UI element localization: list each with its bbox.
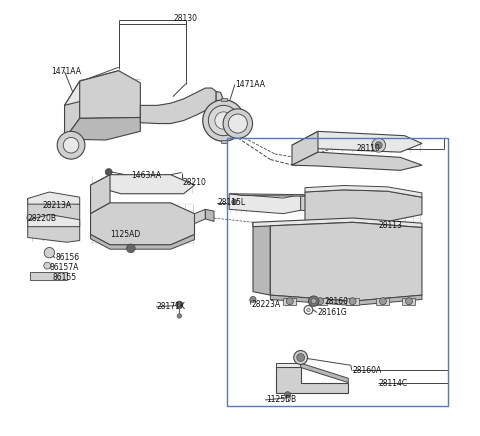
- Polygon shape: [28, 215, 80, 227]
- Polygon shape: [305, 185, 422, 197]
- Circle shape: [215, 112, 232, 129]
- Polygon shape: [305, 190, 422, 229]
- Polygon shape: [376, 298, 389, 305]
- Polygon shape: [91, 235, 194, 249]
- Polygon shape: [28, 192, 80, 204]
- Polygon shape: [253, 222, 270, 295]
- Text: 28213A: 28213A: [43, 201, 72, 210]
- Text: 28114C: 28114C: [379, 379, 408, 388]
- Text: 28210: 28210: [183, 178, 207, 187]
- Text: 86157A: 86157A: [49, 263, 79, 272]
- Circle shape: [372, 138, 385, 152]
- Circle shape: [406, 298, 412, 305]
- Polygon shape: [276, 368, 348, 393]
- Text: 1463AA: 1463AA: [131, 171, 161, 180]
- Text: 1471AA: 1471AA: [51, 67, 82, 76]
- Text: 28130: 28130: [174, 14, 198, 23]
- Circle shape: [349, 298, 356, 305]
- Text: 28223A: 28223A: [252, 300, 281, 309]
- Polygon shape: [205, 209, 214, 221]
- Polygon shape: [292, 152, 422, 170]
- Circle shape: [311, 299, 316, 304]
- Polygon shape: [64, 81, 80, 139]
- Polygon shape: [91, 175, 194, 194]
- Text: 86155: 86155: [53, 273, 77, 282]
- Circle shape: [223, 109, 252, 138]
- Circle shape: [176, 301, 183, 308]
- Polygon shape: [346, 298, 359, 305]
- Polygon shape: [91, 203, 194, 245]
- Polygon shape: [214, 92, 223, 131]
- Circle shape: [203, 100, 244, 141]
- Polygon shape: [313, 298, 327, 305]
- Polygon shape: [220, 98, 227, 101]
- Circle shape: [208, 106, 239, 136]
- Text: 1471AA: 1471AA: [236, 80, 265, 89]
- Polygon shape: [194, 209, 205, 224]
- Polygon shape: [292, 131, 422, 152]
- Polygon shape: [300, 363, 348, 383]
- Circle shape: [297, 354, 304, 361]
- Circle shape: [105, 169, 112, 176]
- Circle shape: [375, 142, 382, 149]
- Circle shape: [309, 296, 319, 307]
- Text: 28171K: 28171K: [157, 302, 186, 311]
- Circle shape: [127, 244, 135, 252]
- Circle shape: [57, 131, 85, 159]
- Polygon shape: [140, 88, 216, 123]
- Polygon shape: [229, 194, 313, 196]
- Text: 28115L: 28115L: [217, 198, 246, 208]
- Polygon shape: [91, 175, 110, 214]
- Circle shape: [44, 262, 51, 269]
- Circle shape: [307, 308, 310, 312]
- Text: 28110: 28110: [357, 144, 381, 153]
- Text: 28113: 28113: [379, 221, 403, 230]
- Polygon shape: [276, 363, 300, 368]
- Polygon shape: [270, 222, 422, 301]
- Polygon shape: [64, 71, 119, 106]
- Polygon shape: [253, 218, 422, 228]
- Polygon shape: [220, 140, 227, 143]
- Circle shape: [317, 298, 324, 305]
- Polygon shape: [300, 194, 313, 212]
- Text: 28160: 28160: [324, 296, 348, 306]
- Circle shape: [63, 137, 79, 153]
- Circle shape: [177, 314, 181, 318]
- Text: 1125DB: 1125DB: [266, 395, 296, 405]
- Polygon shape: [229, 194, 300, 214]
- Circle shape: [232, 199, 237, 204]
- Polygon shape: [292, 131, 318, 165]
- Polygon shape: [28, 198, 80, 227]
- Text: 1125AD: 1125AD: [110, 230, 140, 239]
- Text: 86156: 86156: [56, 253, 80, 262]
- Circle shape: [285, 392, 291, 398]
- Circle shape: [287, 298, 293, 305]
- Circle shape: [294, 351, 308, 364]
- Polygon shape: [402, 298, 416, 305]
- Circle shape: [228, 114, 247, 133]
- Polygon shape: [270, 295, 422, 306]
- Text: 28220B: 28220B: [28, 215, 57, 223]
- Text: 28161G: 28161G: [318, 308, 348, 317]
- Polygon shape: [64, 117, 140, 140]
- Polygon shape: [80, 71, 140, 118]
- Polygon shape: [30, 272, 67, 279]
- Circle shape: [380, 298, 386, 305]
- Polygon shape: [28, 220, 80, 242]
- Circle shape: [250, 296, 256, 303]
- Polygon shape: [283, 298, 296, 305]
- Text: 28160A: 28160A: [353, 366, 382, 375]
- Circle shape: [44, 248, 55, 258]
